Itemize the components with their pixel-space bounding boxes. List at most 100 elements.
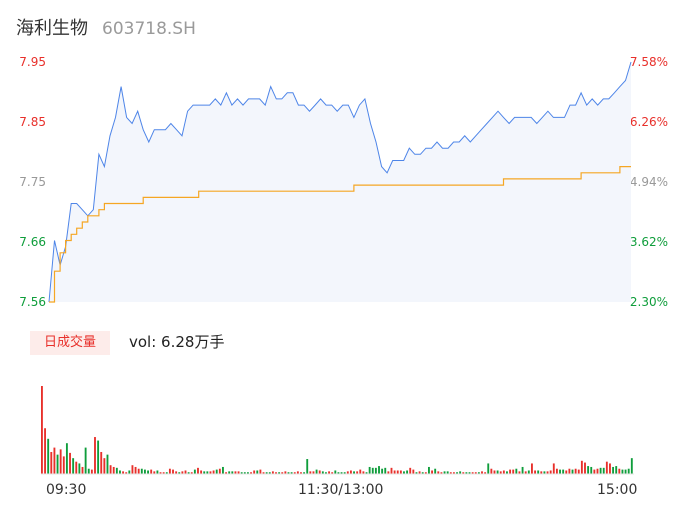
volume-bar — [552, 463, 555, 474]
volume-bar — [250, 472, 252, 474]
volume-bar — [443, 471, 446, 474]
volume-bar — [584, 462, 586, 474]
volume-bar — [69, 452, 71, 474]
volume-bar — [81, 466, 84, 474]
volume-bar — [456, 472, 458, 474]
volume-bar — [384, 467, 387, 474]
volume-bar — [602, 467, 605, 474]
volume-bar — [396, 470, 399, 474]
volume-bar — [65, 443, 68, 474]
volume-bar — [434, 468, 437, 474]
volume-bar — [424, 472, 427, 474]
volume-bar — [512, 469, 515, 474]
volume-bar — [109, 465, 112, 474]
volume-bar — [440, 472, 443, 474]
volume-bar — [515, 468, 518, 474]
volume-bar — [103, 458, 106, 474]
stock-code: 603718.SH — [102, 19, 196, 39]
volume-bar — [627, 468, 630, 474]
volume-bar — [78, 463, 81, 474]
volume-bar — [168, 468, 171, 474]
volume-bar — [381, 468, 384, 474]
volume-bar — [153, 471, 156, 474]
percent-tick-label: 3.62% — [629, 235, 668, 249]
volume-bar — [134, 466, 137, 474]
volume-bar — [543, 471, 546, 474]
volume-bar — [577, 469, 580, 474]
volume-bar — [518, 471, 521, 474]
volume-bar — [371, 467, 374, 474]
volume-bar — [309, 471, 312, 474]
stock-header: 海利生物 603718.SH — [16, 14, 196, 39]
volume-bar — [587, 466, 590, 474]
volume-bar — [165, 472, 168, 474]
volume-bar — [437, 471, 440, 474]
volume-bar — [147, 470, 149, 474]
volume-bar — [100, 452, 103, 474]
volume-bar — [374, 467, 377, 474]
volume-bar — [331, 472, 334, 474]
volume-bar — [59, 449, 62, 474]
daily-volume-tab[interactable]: 日成交量 — [30, 331, 110, 355]
volume-bar — [474, 472, 477, 474]
volume-bar — [496, 470, 499, 474]
volume-bar — [193, 469, 196, 474]
volume-bar — [484, 472, 487, 474]
volume-bar — [56, 454, 59, 474]
volume-bar — [41, 386, 43, 474]
volume-bar — [200, 470, 203, 474]
volume-bar — [312, 471, 315, 474]
volume-bar — [253, 470, 256, 474]
volume-bar — [630, 458, 633, 474]
volume-bar — [368, 466, 371, 474]
volume-bar — [315, 469, 318, 474]
time-axis-label: 09:30 — [46, 482, 87, 498]
price-area — [49, 62, 631, 302]
volume-bar — [246, 472, 249, 474]
volume-bar — [568, 468, 571, 474]
volume-bar — [303, 472, 306, 474]
volume-bar — [580, 460, 583, 474]
volume-bar — [218, 468, 221, 474]
price-tick-label: 7.66 — [19, 235, 46, 249]
volume-bar — [562, 469, 565, 474]
volume-bar — [281, 472, 284, 474]
time-axis-label: 15:00 — [597, 482, 638, 498]
volume-bar — [112, 466, 115, 474]
volume-bar — [222, 466, 224, 474]
volume-bar — [499, 471, 502, 474]
volume-bar — [446, 471, 449, 474]
volume-bar — [178, 472, 181, 474]
volume-bar — [75, 461, 78, 474]
volume-bar — [115, 467, 118, 474]
volume-bar — [605, 461, 608, 474]
volume-bar — [546, 471, 549, 474]
volume-bar — [72, 458, 75, 474]
volume-bar — [409, 467, 412, 474]
price-line — [48, 61, 632, 303]
volume-bar — [300, 472, 302, 474]
volume-bar — [203, 471, 206, 474]
volume-bar — [268, 472, 271, 474]
volume-bar — [452, 472, 455, 474]
price-tick-label: 7.85 — [19, 115, 46, 129]
volume-bar — [197, 467, 199, 474]
volume-bar — [459, 471, 462, 474]
average-price-line — [49, 166, 631, 303]
volume-bar — [275, 472, 277, 474]
volume-bar — [137, 468, 140, 474]
volume-bar — [87, 468, 90, 474]
volume-bar — [618, 468, 621, 474]
volume-bar — [237, 471, 240, 474]
volume-bar — [97, 440, 100, 474]
volume-bar — [271, 471, 274, 474]
volume-bar — [215, 469, 218, 474]
volume-bar — [343, 472, 346, 474]
volume-bar — [487, 463, 490, 474]
volume-bar — [565, 470, 568, 474]
volume-bar — [243, 472, 246, 474]
volume-bar — [190, 472, 193, 474]
volume-bar — [574, 468, 577, 474]
volume-bar — [428, 466, 430, 474]
volume-bar — [431, 470, 433, 474]
